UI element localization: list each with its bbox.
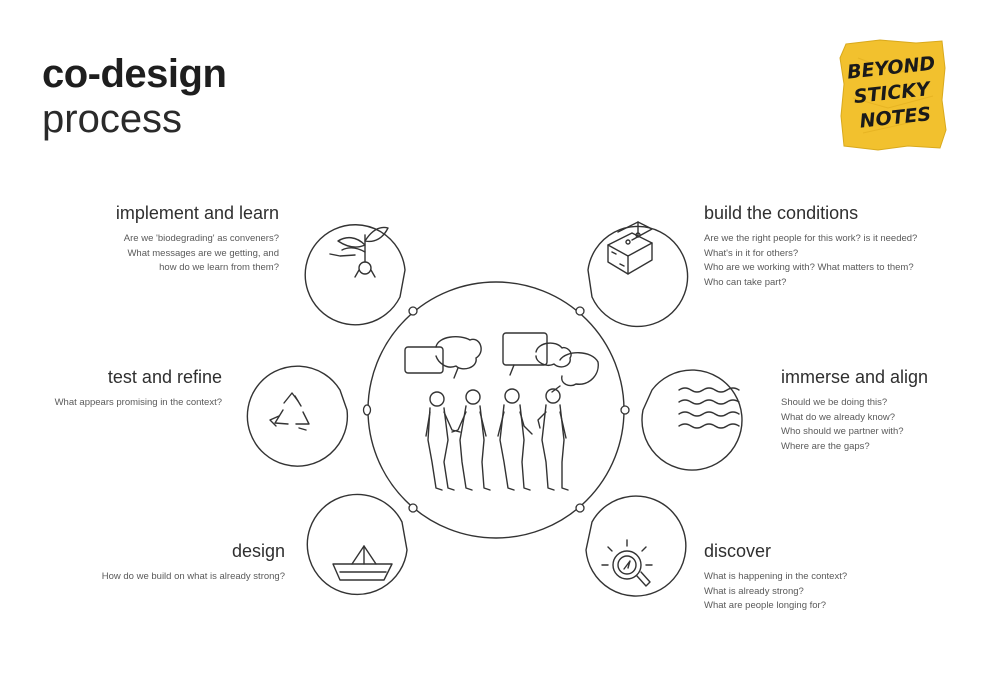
recycle-icon: [269, 392, 310, 431]
question: Where are the gaps?: [781, 440, 870, 452]
stage-questions: Are we 'biodegrading' as conveners? What…: [116, 232, 279, 276]
question: What's in it for others?: [704, 247, 799, 259]
question: Who can take part?: [704, 276, 787, 288]
stage-implement: implement and learn Are we 'biodegrading…: [116, 202, 279, 276]
stage-questions: What is happening in the context? What i…: [704, 570, 847, 614]
stage-discover: discover What is happening in the contex…: [704, 540, 847, 614]
beyond-sticky-notes-logo: BEYOND STICKY NOTES: [838, 38, 948, 152]
question: how do we learn from them?: [159, 262, 279, 273]
magnifier-compass-icon: [601, 539, 653, 587]
node-design: [408, 503, 418, 513]
title-light: process: [42, 97, 183, 141]
node-immerse: [620, 405, 630, 415]
stage-title: design: [231, 541, 285, 561]
stage-test: test and refine What appears promising i…: [55, 366, 222, 411]
blocks-icon: [607, 221, 653, 275]
stage-title: test and refine: [107, 367, 222, 387]
node-discover: [575, 503, 585, 513]
stage-questions: Are we the right people for this work? i…: [704, 232, 917, 290]
question: What is happening in the context?: [704, 571, 848, 582]
title-bold: co-design: [42, 52, 227, 96]
implement-bubble: [304, 224, 406, 326]
paper-boat-icon: [332, 545, 393, 581]
discover-bubble: [585, 495, 687, 597]
question: Are we 'biodegrading' as conveners?: [123, 233, 279, 244]
build-bubble: [587, 225, 689, 328]
question: Who are we working with? What matters to…: [704, 262, 914, 273]
test-bubble: [246, 365, 349, 467]
stage-title: immerse and align: [781, 367, 929, 387]
stage-questions: What appears promising in the context?: [55, 396, 222, 411]
stage-questions: How do we build on what is already stron…: [102, 570, 285, 585]
immerse-bubble: [641, 369, 743, 471]
stage-title: build the conditions: [704, 203, 859, 223]
question: Should we be doing this?: [781, 397, 888, 408]
stage-title: implement and learn: [115, 203, 279, 223]
node-test: [362, 404, 372, 416]
design-bubble: [306, 493, 408, 596]
central-circle: [367, 281, 625, 539]
node-build: [575, 306, 585, 316]
people-illustration: [404, 332, 599, 491]
question: Who should we partner with?: [781, 426, 904, 437]
question: Are we the right people for this work? i…: [704, 233, 918, 244]
page-title: co-design process: [42, 52, 227, 142]
sprout-icon: [329, 226, 389, 278]
question: What are people longing for?: [704, 600, 826, 611]
waves-icon: [678, 387, 740, 429]
question: What do we already know?: [781, 411, 896, 423]
question: What messages are we getting, and: [127, 247, 279, 259]
stage-design: design How do we build on what is alread…: [102, 540, 285, 585]
question: What is already strong?: [704, 585, 804, 597]
node-implement: [408, 306, 418, 316]
stage-immerse: immerse and align Should we be doing thi…: [781, 366, 928, 454]
question: What appears promising in the context?: [54, 397, 222, 408]
stage-title: discover: [704, 541, 772, 561]
stage-build: build the conditions Are we the right pe…: [704, 202, 917, 290]
stage-questions: Should we be doing this? What do we alre…: [781, 396, 928, 454]
question: How do we build on what is already stron…: [101, 571, 285, 582]
